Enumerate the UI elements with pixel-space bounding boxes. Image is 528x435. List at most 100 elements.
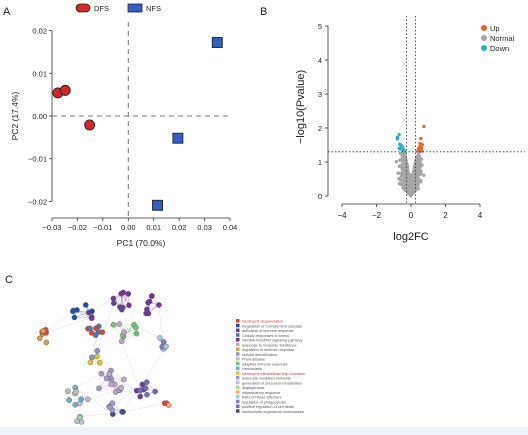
network-legend-label: positive regulation of cell death <box>242 405 294 409</box>
network-edge <box>69 398 88 401</box>
pca-x-tick-label: 0.01 <box>146 223 161 232</box>
network-edge <box>101 373 116 393</box>
network-legend-swatch <box>236 390 240 394</box>
network-legend-swatch <box>236 328 240 332</box>
network-nodes <box>36 289 172 425</box>
volcano-point-normal <box>408 187 413 191</box>
network-node <box>40 328 46 334</box>
pca-x-tick-label: −0.03 <box>43 223 62 232</box>
network-edge <box>75 373 102 388</box>
network-legend-swatch <box>236 366 240 370</box>
pca-y-tick-label: −0.02 <box>28 197 47 206</box>
network-node <box>71 314 78 321</box>
volcano-point-normal <box>410 183 414 188</box>
volcano-point-down <box>398 147 403 151</box>
network-node <box>84 396 91 403</box>
network-node <box>120 289 126 296</box>
network-edge <box>122 402 167 413</box>
network-legend-swatch <box>236 361 240 366</box>
network-node <box>144 391 150 398</box>
pca-x-tick-label: 0.02 <box>172 223 187 232</box>
network-node <box>145 299 151 306</box>
network-node <box>110 300 117 306</box>
network-node <box>88 330 95 336</box>
volcano-point-normal <box>419 157 423 161</box>
volcano-x-tick-label: −2 <box>372 211 382 220</box>
network-node <box>103 375 110 382</box>
network-node <box>110 295 117 302</box>
volcano-point-normal <box>415 183 420 187</box>
volcano-point-normal <box>402 172 406 176</box>
pca-point-dfs <box>84 119 96 131</box>
network-legend-label: Cellular responses to stress <box>242 334 289 338</box>
network-node <box>64 388 71 395</box>
network-edge <box>67 391 80 404</box>
volcano-point-normal <box>397 176 401 181</box>
network-node <box>43 339 50 346</box>
network-legend-label: cellular detoxification <box>242 353 277 357</box>
network-node <box>89 354 95 361</box>
network-edge <box>113 293 129 304</box>
pca-point-nfs <box>172 132 184 144</box>
network-legend-swatch <box>236 404 240 408</box>
network-node <box>94 348 101 354</box>
pca-y-tick-label: 0.02 <box>32 27 47 36</box>
network-legend-swatch <box>236 323 240 328</box>
network-node <box>73 389 79 395</box>
volcano-x-axis-label: log2FC <box>393 231 429 243</box>
pca-y-tick-label: 0.00 <box>32 112 47 121</box>
network-node <box>94 353 100 360</box>
volcano-point-up <box>420 143 424 147</box>
pca-legend-label-dfs: DFS <box>94 4 109 13</box>
volcano-point-normal <box>407 173 411 178</box>
pca-x-tick-label: 0.00 <box>121 223 136 232</box>
volcano-y-tick-label: 4 <box>318 56 322 65</box>
network-node <box>143 379 150 385</box>
volcano-y-tick-label: 3 <box>318 90 322 99</box>
pca-point-dfs <box>59 84 71 96</box>
volcano-point-up <box>419 136 423 141</box>
volcano-point-normal <box>418 171 423 175</box>
volcano-legend-dot-normal <box>481 35 487 41</box>
network-node <box>133 330 140 337</box>
volcano-point-normal <box>422 173 426 177</box>
network-edge <box>76 309 97 329</box>
network-legend-label: inflammatory response <box>242 391 280 395</box>
network-node <box>163 343 169 350</box>
network-node <box>118 385 125 391</box>
network-node <box>161 400 168 407</box>
network-node <box>152 388 158 395</box>
network-node <box>78 396 85 403</box>
volcano-point-normal <box>402 182 407 187</box>
network-legend-swatch <box>236 380 240 385</box>
panel-letter-a: A <box>3 6 11 18</box>
network-legend-label: generation of precursor metabolites <box>242 381 302 385</box>
volcano-legend-label-down: Down <box>490 44 509 53</box>
network-node <box>149 293 155 299</box>
network-node <box>125 291 132 297</box>
panel-letter-c: C <box>5 274 13 286</box>
network-node <box>137 387 143 394</box>
network-node <box>87 359 94 366</box>
volcano-legend-label-up: Up <box>490 24 500 33</box>
network-node <box>66 397 72 403</box>
volcano-x-tick-label: −4 <box>337 211 347 220</box>
panel-letter-b: B <box>260 6 267 18</box>
network-node <box>88 314 95 320</box>
network-node <box>142 385 149 392</box>
network-legend-label: Hemostasis <box>242 367 262 371</box>
network-legend-swatch <box>236 338 240 342</box>
volcano-point-normal <box>410 176 415 181</box>
network-node <box>116 321 123 327</box>
network-node <box>137 393 143 400</box>
network-legend-label: VEGFA-VEGFR2 signaling pathway <box>242 339 302 343</box>
network-legend-label: leukocyte mediated immunity <box>242 377 291 381</box>
network-node <box>157 335 163 341</box>
volcano-point-up <box>422 124 426 129</box>
network-legend-swatch <box>236 409 240 413</box>
pca-legend-swatch-nfs <box>127 3 143 13</box>
volcano-point-down <box>400 144 404 148</box>
network-edge <box>79 411 124 417</box>
network-legend-swatch <box>236 347 240 351</box>
